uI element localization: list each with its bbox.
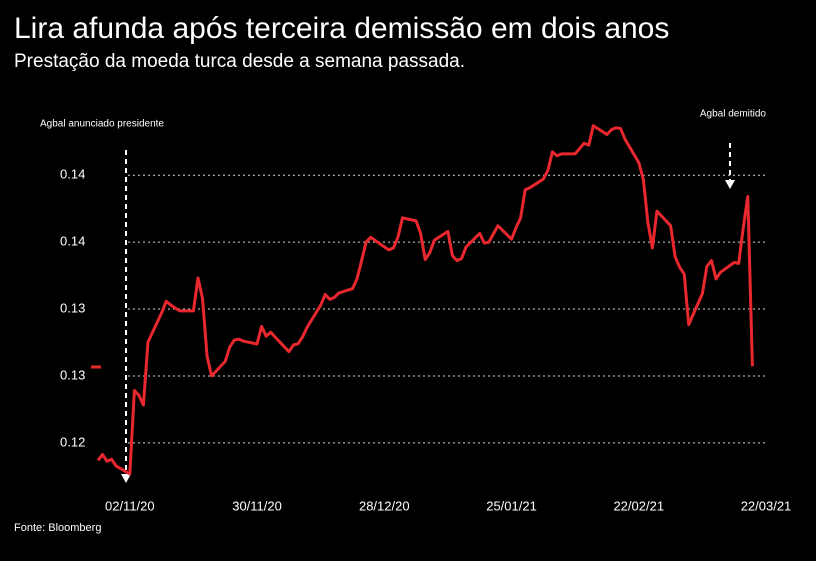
chart-title: Lira afunda após terceira demissão em do… [14, 12, 669, 45]
series-line [96, 124, 754, 476]
x-tick-label: 02/11/20 [105, 498, 155, 513]
x-tick-label: 28/12/20 [359, 498, 410, 513]
y-tick-label: 0.14 [60, 167, 85, 182]
arrow-head [121, 474, 131, 483]
x-tick-label: 30/11/20 [232, 498, 282, 513]
y-tick-label: 0.13 [60, 300, 85, 315]
annotation: Agbal anunciado presidente [40, 119, 164, 130]
chart-subtitle: Prestação da moeda turca desde a semana … [14, 51, 465, 72]
x-tick-label: 22/02/21 [613, 498, 664, 513]
arrow-head [725, 180, 735, 189]
y-tick-label: 0.13 [60, 367, 85, 382]
y-tick-label: 0.14 [60, 234, 85, 249]
x-tick-label: 25/01/21 [486, 498, 537, 513]
x-tick-label: 22/03/21 [741, 498, 792, 513]
y-tick-label: 0.12 [60, 434, 85, 449]
annotation: Agbal demitido [700, 109, 767, 120]
source: Fonte: Bloomberg [14, 522, 101, 534]
